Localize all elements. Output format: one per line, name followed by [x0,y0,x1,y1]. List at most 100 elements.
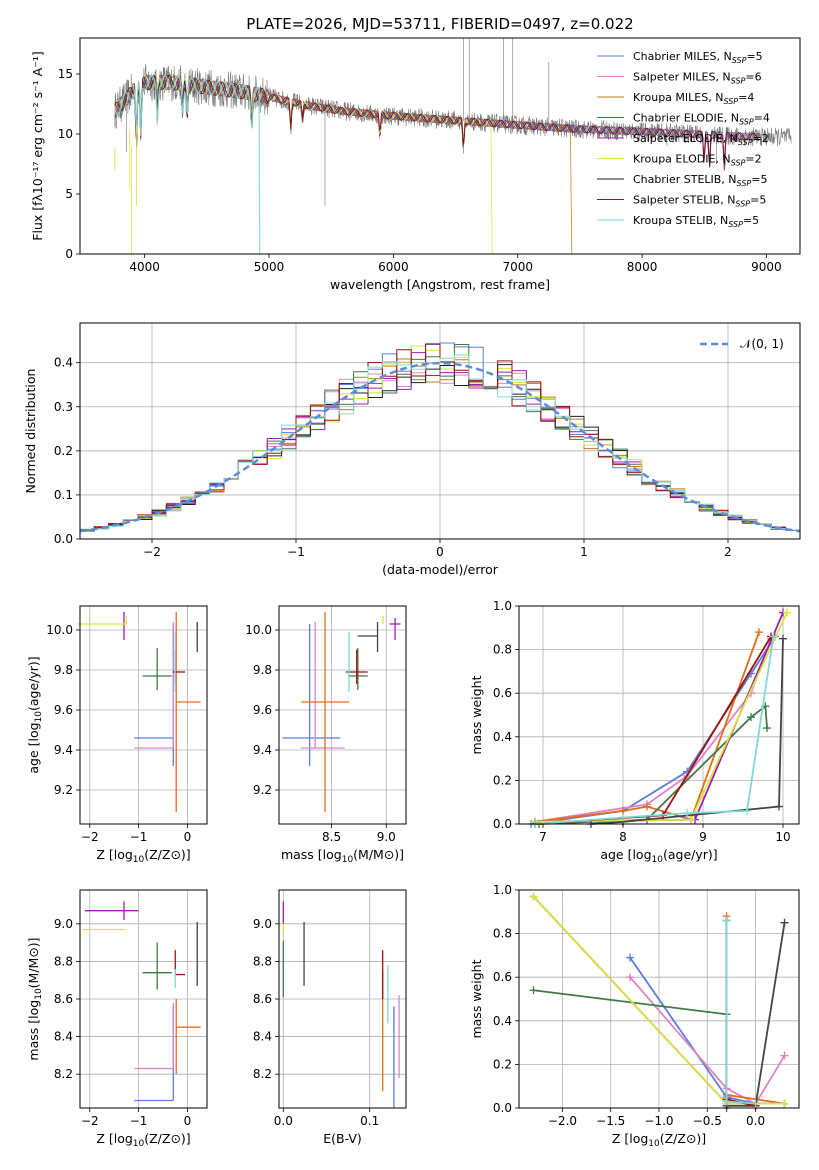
x-tick-label: −0.5 [693,1114,722,1128]
y-tick-label: 0.2 [493,773,512,787]
x-tick-label: −1 [130,830,148,844]
plus-marker [751,1099,760,1108]
y-tick-label: 0.0 [493,1101,512,1115]
legend-item: Kroupa STELIB, NSSP=5 [597,214,759,229]
plot-area [82,901,201,1102]
x-tick-label: −2 [143,545,161,559]
y-tick-label: 0.4 [493,1014,512,1028]
plus-marker [687,815,695,824]
axes-frame [79,37,801,255]
x-tick-label: −1 [130,1114,148,1128]
legend-item: Chabrier ELODIE, NSSP=4 [597,112,770,127]
y-tick-label: 9.6 [253,703,272,717]
y-tick-label: 9.4 [253,743,272,757]
y-tick-label: 0.1 [54,488,73,502]
data-point [175,612,201,812]
plus-marker [683,809,691,818]
y-tick-label: 9.8 [253,663,272,677]
y-tick-label: 0.4 [493,730,512,744]
x-axis-label: (data-model)/error [382,562,499,577]
plus-marker [743,806,751,815]
x-tick-label: −2 [81,1114,99,1128]
x-tick-label: 0.0 [274,1114,293,1128]
x-tick-label: 5000 [254,260,285,274]
legend-label: Chabrier ELODIE, NSSP=4 [633,112,770,127]
plot-area [282,612,401,812]
series-line [722,916,760,1108]
axes: 0.0 0.1 8.2 8.4 8.6 8.8 9.0 E(B-V) [253,889,407,1146]
legend: Chabrier MILES, NSSP=5 Salpeter MILES, NS… [597,50,770,229]
x-axis-label: Z [log10(Z/Z⊙)] [612,1131,706,1149]
plus-marker [747,713,755,722]
x-axis-label: E(B-V) [323,1131,362,1146]
data-point [134,622,174,749]
y-tick-label: 9.0 [54,917,73,931]
y-tick-label: 8.6 [54,992,73,1006]
y-axis-label: mass [log10(M/M⊙)] [26,937,44,1060]
x-tick-label: 7000 [502,260,533,274]
plus-marker [619,813,627,822]
y-tick-label: 1.0 [493,599,512,613]
model-spectrum [114,74,760,167]
axes: −2 −1 0 9.2 9.4 9.6 9.8 10.0 Z [log10(Z/Z⊙)] age … [26,605,208,865]
y-axis-label: Flux [fλ10⁻¹⁷ erg cm⁻² s⁻¹ A⁻¹] [30,51,45,240]
y-tick-label: 10.0 [46,623,73,637]
data-point [142,942,172,990]
plot-area [529,892,789,1112]
y-tick-label: 8.2 [253,1067,272,1081]
plus-marker [529,986,538,995]
x-tick-label: 1 [580,545,588,559]
legend-label: Chabrier MILES, NSSP=5 [633,50,763,65]
legend-label: Chabrier STELIB, NSSP=5 [633,173,767,188]
plus-marker [763,724,771,733]
axes-frame [518,605,800,825]
normal-curve [80,361,800,533]
x-tick-label: 0 [184,1114,192,1128]
y-axis-label: age [log10(age/yr)] [26,656,44,773]
legend: 𝒩(0, 1) [700,337,784,351]
plus-marker [775,802,783,811]
legend-label: Kroupa MILES, NSSP=4 [633,91,754,106]
x-tick-label: 0.0 [746,1114,765,1128]
legend-item: Kroupa MILES, NSSP=4 [597,91,754,106]
data-point [357,622,379,652]
y-tick-label: 8.8 [253,954,272,968]
panel-mw_age: 7 8 9 10 0.0 0.2 0.4 0.6 0.8 1.0 age [log10(age/yr… [469,599,800,865]
x-tick-label: 0 [184,830,192,844]
x-axis-label: wavelength [Angstrom, rest frame] [330,277,550,292]
legend-item: Chabrier STELIB, NSSP=5 [597,173,767,188]
plus-marker [755,628,763,637]
legend-item: Kroupa ELODIE, NSSP=2 [597,153,762,168]
y-tick-label: 1.0 [493,883,512,897]
panel-spec: 4000 5000 6000 7000 8000 9000 0 5 10 15 wavelength… [30,37,801,292]
x-tick-label: 9000 [751,260,782,274]
x-tick-label: 0.1 [360,1114,379,1128]
y-axis-label: mass weight [469,675,484,754]
plus-marker [722,916,731,925]
panel-age_mass: 8.5 9.0 9.2 9.4 9.6 9.8 10.0 mass [log10(M/M⊙)] [245,605,407,865]
data-point [142,648,172,690]
y-tick-label: 0.6 [493,686,512,700]
y-tick-label: 9.0 [253,917,272,931]
y-tick-label: 8.8 [54,954,73,968]
y-tick-label: 9.8 [54,663,73,677]
data-point [77,616,128,625]
data-point [347,648,368,690]
x-tick-label: 6000 [378,260,409,274]
y-tick-label: 0.0 [493,817,512,831]
x-tick-label: −1 [287,545,305,559]
data-point [389,618,401,640]
y-tick-label: 0.0 [54,532,73,546]
plus-marker [783,608,791,617]
data-point [175,999,201,1075]
legend-item: Salpeter STELIB, NSSP=5 [597,194,766,209]
y-tick-label: 9.4 [54,743,73,757]
data-point [300,612,350,812]
y-tick-label: 8.4 [54,1030,73,1044]
x-tick-label: 2 [724,545,732,559]
x-tick-label: 8.5 [322,830,341,844]
x-tick-label: −2.0 [548,1114,577,1128]
series-path [590,638,784,825]
x-tick-label: 9.0 [377,830,396,844]
legend-item: Salpeter ELODIE, NSSP=2 [597,132,769,147]
